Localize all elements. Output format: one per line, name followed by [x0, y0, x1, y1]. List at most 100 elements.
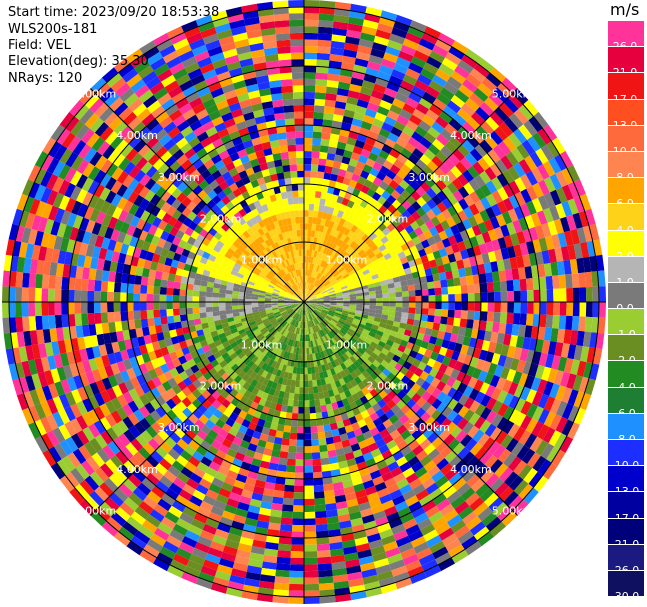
radar-gate: [58, 195, 71, 211]
radar-gate: [118, 464, 133, 479]
radar-gate: [121, 320, 129, 331]
radar-gate: [346, 498, 359, 508]
radar-gate: [360, 473, 373, 484]
radar-gate: [397, 327, 406, 335]
radar-gate: [310, 366, 316, 374]
radar-gate: [221, 510, 235, 521]
radar-gate: [494, 249, 504, 262]
radar-gate: [374, 334, 382, 341]
radar-gate: [99, 87, 116, 103]
radar-gate: [256, 264, 264, 272]
radar-gate: [111, 341, 121, 353]
radar-gate: [288, 280, 294, 287]
radar-gate: [420, 181, 431, 193]
radar-gate: [344, 42, 359, 52]
radar-gate: [174, 274, 182, 283]
radar-gate: [112, 437, 126, 451]
radar-gate: [150, 358, 161, 369]
radar-gate: [172, 252, 182, 262]
radar-gate: [281, 287, 288, 293]
radar-gate: [525, 389, 537, 404]
radar-gate: [583, 225, 593, 242]
radar-gate: [76, 188, 88, 204]
radar-gate: [440, 417, 452, 430]
radar-gate: [235, 473, 248, 484]
radar-gate: [277, 550, 291, 558]
radar-gate: [5, 348, 15, 365]
radar-gate: [520, 302, 528, 314]
radar-gate: [54, 302, 62, 316]
radar-gate: [160, 201, 172, 213]
radar-gate: [539, 314, 547, 328]
radar-gate: [529, 151, 543, 168]
radar-gate: [89, 97, 105, 114]
radar-gate: [243, 483, 255, 493]
radar-gate: [441, 186, 453, 198]
radar-gate: [334, 414, 343, 423]
radar-gate: [118, 433, 131, 447]
radar-gate: [155, 395, 166, 407]
radar-gate: [115, 450, 129, 465]
radar-gate: [287, 290, 294, 295]
radar-gate: [298, 321, 301, 328]
radar-gate: [518, 464, 533, 480]
radar-gate: [308, 283, 312, 290]
radar-gate: [113, 487, 129, 502]
radar-gate: [162, 167, 174, 179]
radar-gate: [458, 198, 469, 211]
radar-gate: [192, 450, 204, 462]
radar-gate: [469, 521, 486, 536]
radar-gate: [316, 305, 323, 309]
radar-gate: [202, 523, 217, 535]
radar-gate: [512, 371, 523, 385]
radar-gate: [172, 416, 184, 428]
radar-gate: [62, 326, 71, 340]
radar-gate: [526, 403, 538, 419]
radar-gate: [313, 392, 320, 400]
radar-gate: [94, 102, 109, 118]
radar-gate: [348, 288, 356, 293]
radar-gate: [58, 408, 70, 425]
radar-gate: [272, 310, 280, 314]
radar-gate: [572, 375, 583, 392]
radar-gate: [518, 373, 529, 387]
radar-gate: [502, 392, 514, 407]
radar-gate: [550, 261, 559, 276]
radar-gate: [229, 223, 239, 233]
radar-gate: [494, 364, 504, 378]
radar-gate: [176, 438, 189, 450]
radar-gate: [361, 514, 375, 524]
radar-gate: [260, 314, 268, 319]
radar-gate: [275, 430, 284, 439]
radar-gate: [546, 288, 554, 302]
radar-gate: [267, 286, 274, 291]
radar-gate: [331, 120, 343, 129]
radar-gate: [312, 210, 319, 218]
radar-gate: [126, 516, 142, 531]
radar-gate: [393, 434, 405, 446]
radar-gate: [420, 380, 431, 391]
radar-gate: [272, 290, 280, 294]
radar-gate: [314, 366, 319, 374]
radar-gate: [203, 450, 216, 462]
radar-gate: [431, 205, 442, 217]
radar-gate: [154, 227, 164, 238]
radar-gate: [532, 406, 544, 422]
radar-gate: [286, 458, 296, 466]
radar-gate: [232, 355, 241, 364]
radar-gate: [365, 383, 375, 393]
radar-gate: [375, 251, 384, 260]
radar-gate: [261, 316, 268, 321]
radar-gate: [380, 318, 388, 325]
radar-gate: [263, 279, 270, 285]
radar-gate: [351, 476, 363, 486]
radar-gate: [402, 125, 415, 137]
radar-gate: [332, 252, 339, 260]
radar-gate: [34, 184, 47, 201]
radar-gate: [358, 92, 371, 103]
radar-gate: [375, 356, 384, 364]
radar-gate: [338, 266, 345, 274]
radar-gate: [304, 498, 315, 506]
radar-gate: [408, 296, 416, 302]
radar-gate: [232, 344, 241, 353]
